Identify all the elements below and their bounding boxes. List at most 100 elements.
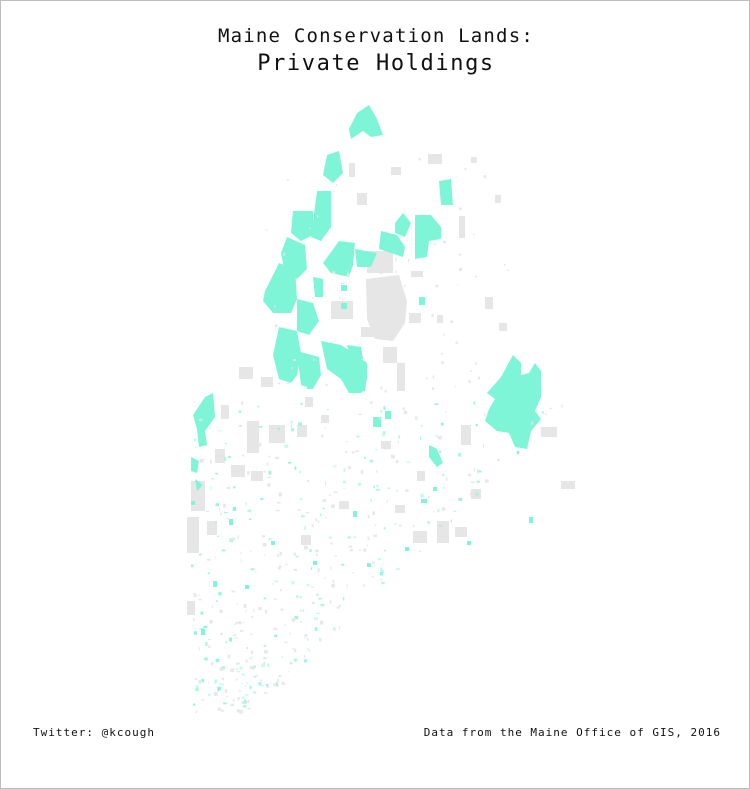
gray-parcel-small bbox=[193, 617, 195, 621]
private-parcel bbox=[433, 487, 437, 491]
gray-parcel-small bbox=[370, 576, 375, 578]
gray-parcel-small bbox=[194, 678, 198, 680]
gray-parcel-small bbox=[338, 626, 341, 630]
gray-parcel-small bbox=[239, 552, 242, 554]
private-parcel-small bbox=[215, 503, 220, 507]
gray-parcel-small bbox=[293, 568, 298, 571]
gray-parcel bbox=[215, 449, 225, 463]
gray-parcel-small bbox=[278, 567, 281, 570]
private-parcel bbox=[297, 299, 319, 335]
gray-parcel-small bbox=[195, 534, 198, 536]
gray-parcel-small bbox=[403, 285, 406, 287]
gray-parcel-small bbox=[268, 455, 271, 458]
private-parcel-small bbox=[201, 679, 205, 683]
private-parcel bbox=[373, 417, 381, 427]
gray-parcel-small bbox=[419, 550, 422, 552]
private-parcel-small bbox=[438, 524, 443, 527]
private-parcel-small bbox=[477, 470, 482, 473]
gray-parcel-small bbox=[336, 183, 338, 186]
gray-parcel-small bbox=[213, 692, 218, 697]
private-parcel-small bbox=[381, 433, 386, 437]
private-parcel-small bbox=[252, 691, 257, 694]
private-parcel-small bbox=[235, 668, 239, 670]
gray-parcel-small bbox=[284, 641, 288, 643]
author-credit: Twitter: @kcough bbox=[33, 726, 155, 739]
private-parcel bbox=[419, 297, 425, 305]
gray-parcel bbox=[495, 195, 501, 203]
private-parcel-small bbox=[233, 486, 236, 489]
gray-parcel-small bbox=[237, 697, 239, 702]
gray-parcel-small bbox=[384, 389, 387, 393]
gray-parcel-small bbox=[358, 549, 362, 551]
gray-parcel-small bbox=[319, 637, 322, 642]
private-parcel-small bbox=[343, 488, 346, 490]
private-parcel-small bbox=[203, 625, 208, 628]
private-parcel-small bbox=[541, 411, 544, 414]
gray-parcel-small bbox=[250, 650, 254, 655]
private-parcel bbox=[191, 457, 199, 473]
gray-parcel-small bbox=[355, 450, 359, 453]
gray-parcel-small bbox=[242, 454, 245, 457]
gray-parcel-small bbox=[238, 425, 242, 427]
private-parcel-small bbox=[329, 536, 332, 539]
gray-parcel-small bbox=[477, 469, 479, 474]
private-parcel-small bbox=[375, 449, 377, 451]
gray-parcel-small bbox=[238, 690, 242, 692]
gray-parcel-small bbox=[293, 359, 296, 361]
gray-parcel-small bbox=[380, 386, 383, 390]
gray-parcel bbox=[499, 323, 507, 331]
private-parcel-small bbox=[218, 429, 222, 432]
gray-parcel-small bbox=[293, 552, 296, 556]
private-parcel-small bbox=[250, 685, 252, 689]
gray-parcel-small bbox=[426, 377, 428, 380]
private-parcel-small bbox=[343, 468, 346, 472]
private-parcel-small bbox=[241, 673, 246, 676]
private-parcel-small bbox=[267, 663, 269, 667]
gray-parcel-small bbox=[351, 572, 355, 574]
private-parcel-small bbox=[284, 444, 289, 448]
private-parcel-small bbox=[287, 462, 292, 464]
gray-parcel-small bbox=[379, 272, 383, 275]
private-parcel-small bbox=[317, 568, 320, 573]
private-parcel-small bbox=[427, 521, 430, 524]
private-parcel-small bbox=[326, 409, 329, 411]
private-parcel-small bbox=[306, 648, 309, 650]
gray-parcel-small bbox=[311, 601, 315, 605]
gray-parcel-small bbox=[483, 175, 487, 178]
gray-parcel-small bbox=[281, 681, 285, 685]
gray-parcel-small bbox=[486, 305, 489, 308]
private-parcel-small bbox=[299, 497, 303, 501]
gray-parcel-small bbox=[303, 655, 306, 658]
private-parcel-small bbox=[202, 628, 206, 631]
gray-parcel-small bbox=[371, 561, 376, 564]
gray-parcel-small bbox=[273, 598, 277, 600]
gray-parcel-small bbox=[277, 678, 280, 683]
gray-parcel-small bbox=[475, 275, 478, 278]
private-parcel-small bbox=[241, 683, 243, 685]
private-parcel-small bbox=[241, 696, 245, 699]
gray-parcel-small bbox=[217, 707, 222, 711]
gray-parcel-small bbox=[249, 666, 254, 669]
private-parcel-small bbox=[442, 473, 445, 477]
gray-parcel-small bbox=[457, 284, 459, 286]
private-parcel-small bbox=[304, 526, 306, 530]
private-parcel-small bbox=[204, 657, 208, 661]
private-parcel-small bbox=[306, 584, 310, 587]
gray-parcel-small bbox=[194, 446, 198, 448]
private-parcel-small bbox=[199, 553, 202, 556]
private-parcel-small bbox=[295, 555, 299, 558]
private-parcel-small bbox=[195, 685, 199, 688]
gray-parcel-small bbox=[219, 667, 223, 671]
private-parcel-small bbox=[206, 405, 210, 409]
private-parcel-small bbox=[375, 489, 380, 491]
private-parcel-small bbox=[223, 702, 227, 705]
private-parcel-small bbox=[314, 616, 318, 621]
gray-parcel-small bbox=[291, 367, 293, 370]
gray-parcel-small bbox=[473, 468, 476, 472]
gray-parcel bbox=[471, 157, 477, 163]
gray-parcel bbox=[231, 465, 245, 477]
private-parcel bbox=[201, 629, 205, 635]
gray-parcel-small bbox=[273, 683, 275, 687]
gray-parcel-small bbox=[275, 510, 280, 512]
